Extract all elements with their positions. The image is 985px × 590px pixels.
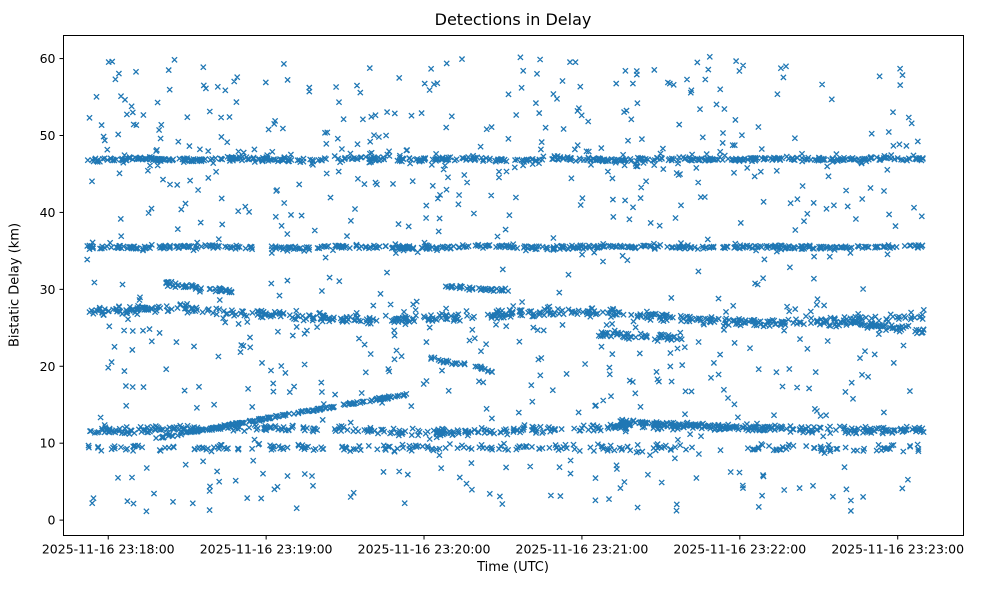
x-axis-label: Time (UTC) (477, 560, 549, 575)
series-arc-30-early (163, 278, 235, 296)
y-tick-label: 60 (40, 51, 56, 66)
x-tick-label: 2025-11-16 23:20:00 (358, 542, 491, 557)
x-tick-label: 2025-11-16 23:18:00 (42, 542, 175, 557)
series-cluster-24 (595, 329, 685, 343)
series-arc-30-mid (442, 282, 512, 295)
x-tick-label: 2025-11-16 23:19:00 (200, 542, 333, 557)
y-tick-label: 50 (40, 128, 56, 143)
y-axis-label: Bistatic Delay (km) (7, 222, 23, 348)
series-band-26-halo (105, 296, 927, 339)
y-tick-label: 20 (40, 359, 56, 374)
series-band-26 (86, 301, 926, 330)
series-tail-25 (822, 314, 927, 337)
series-noise-uniform (84, 53, 915, 515)
series-band-9 (85, 440, 922, 455)
y-tick-label: 30 (40, 282, 56, 297)
x-tick-label: 2025-11-16 23:22:00 (673, 542, 806, 557)
series-noise-mid (97, 326, 887, 423)
series-plateau-35-halo (86, 230, 891, 263)
y-tick-label: 10 (40, 436, 56, 451)
series-plateau-35 (84, 241, 926, 253)
x-tick-label: 2025-11-16 23:21:00 (516, 542, 649, 557)
series-plateau-47-halo (104, 140, 917, 179)
x-tick-label: 2025-11-16 23:23:00 (831, 542, 964, 557)
series-mini-track-20 (427, 354, 496, 376)
series-noise-high (93, 56, 925, 230)
chart-title: Detections in Delay (434, 10, 592, 29)
y-tick-label: 40 (40, 205, 56, 220)
series-noise-low (90, 457, 911, 507)
axes-frame (63, 35, 964, 536)
series-desc-13 (617, 417, 774, 434)
series-band-12 (86, 419, 927, 439)
y-tick-label: 0 (48, 513, 56, 528)
